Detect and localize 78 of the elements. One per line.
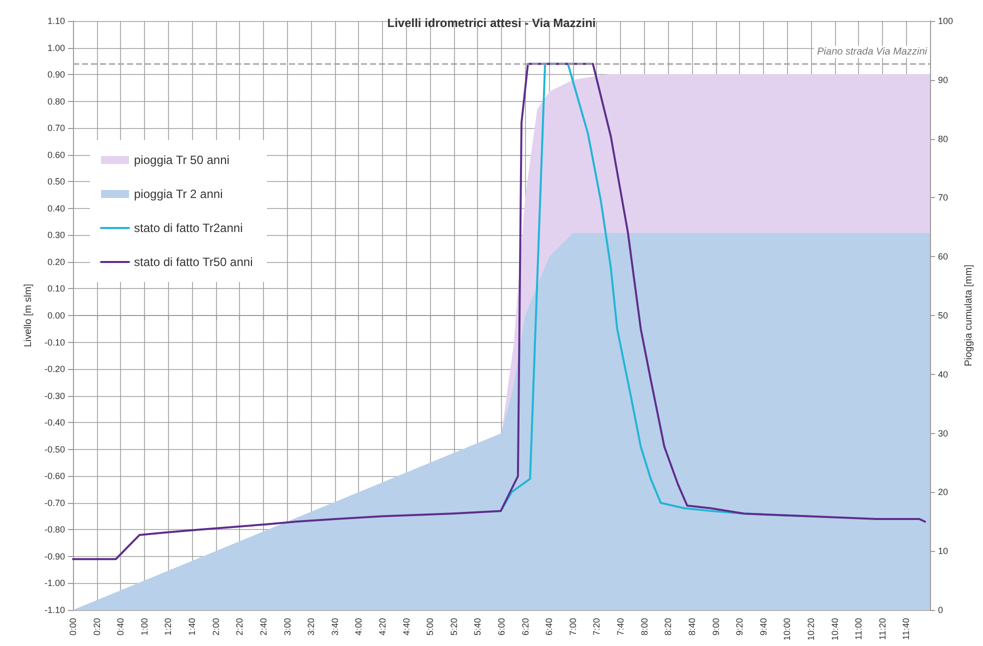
- x-tick-label: 8:00: [639, 618, 650, 636]
- chart-title: Livelli idrometrici attesi - Via Mazzini: [387, 16, 596, 30]
- y-tick-label: 0.10: [47, 284, 65, 294]
- y-tick-label: -0.10: [44, 337, 65, 348]
- x-tick-label: 11:00: [854, 618, 864, 640]
- x-tick-label: 4:40: [401, 618, 412, 636]
- x-tick-label: 8:40: [686, 618, 697, 636]
- y-tick-label: 0.00: [47, 310, 65, 320]
- y-tick-label: 0.50: [47, 176, 65, 187]
- x-tick-label: 4:20: [377, 618, 388, 636]
- x-tick-label: 1:00: [139, 618, 150, 636]
- x-tick-label: 6:00: [496, 618, 506, 636]
- x-tick-label: 9:40: [758, 618, 768, 636]
- x-tick-label: 6:20: [520, 618, 530, 636]
- y-tick-label: 0.30: [47, 230, 65, 240]
- x-tick-label: 6:40: [544, 618, 554, 636]
- x-tick-label: 3:40: [330, 618, 340, 636]
- y2-tick-label: 10: [938, 546, 948, 556]
- y2-tick-label: 20: [938, 487, 948, 498]
- y2-tick-label: 90: [938, 74, 948, 85]
- x-tick-label: 5:00: [425, 618, 436, 636]
- y-tick-label: 0.70: [47, 123, 65, 134]
- x-tick-label: 11:20: [877, 618, 888, 640]
- y2-tick-label: 0: [938, 605, 944, 615]
- x-tick-label: 2:20: [234, 618, 245, 636]
- x-tick-label: 11:40: [901, 618, 912, 640]
- x-tick-label: 3:20: [306, 618, 316, 636]
- legend-label: pioggia Tr 50 anni: [134, 153, 230, 167]
- x-tick-label: 9:20: [734, 618, 745, 636]
- legend-label: stato di fatto Tr50 anni: [134, 255, 253, 269]
- ref-line-label: Piano strada Via Mazzini: [817, 46, 928, 58]
- x-tick-label: 10:20: [806, 618, 816, 641]
- x-tick-label: 10:40: [830, 618, 840, 641]
- y-tick-label: 1.00: [47, 42, 65, 53]
- y-tick-label: 0.60: [47, 150, 65, 160]
- y2-axis-title: Pioggia cumulata [mm]: [964, 264, 974, 366]
- x-tick-label: 2:00: [210, 618, 221, 636]
- x-tick-label: 9:00: [710, 618, 721, 636]
- y-axis-title: Livello [m slm]: [23, 284, 34, 348]
- x-tick-label: 8:20: [663, 618, 674, 636]
- y-tick-label: 1.10: [47, 16, 65, 26]
- y2-tick-label: 70: [938, 192, 948, 203]
- y2-tick-label: 100: [938, 16, 954, 26]
- y2-tick-label: 30: [938, 428, 948, 438]
- y2-tick-label: 40: [938, 369, 948, 380]
- y-tick-label: 0.90: [47, 70, 65, 80]
- x-tick-label: 10:00: [782, 618, 792, 641]
- x-tick-label: 7:00: [568, 618, 578, 636]
- y-tick-label: -0.60: [44, 471, 65, 482]
- x-tick-label: 4:00: [354, 618, 364, 636]
- x-tick-label: 3:00: [282, 618, 292, 636]
- y-tick-label: 0.40: [47, 203, 65, 214]
- x-tick-label: 0:00: [68, 618, 78, 636]
- x-tick-label: 5:20: [448, 618, 459, 636]
- y2-tick-label: 50: [938, 310, 948, 320]
- x-tick-label: 0:40: [116, 618, 126, 636]
- y-tick-label: -0.50: [44, 444, 65, 454]
- y-tick-label: -1.10: [44, 605, 65, 615]
- y-tick-label: -1.00: [44, 578, 65, 588]
- x-tick-label: 7:20: [592, 618, 602, 636]
- y-tick-label: -0.90: [44, 551, 65, 562]
- y2-tick-label: 60: [938, 252, 948, 262]
- y-tick-label: -0.80: [44, 524, 65, 535]
- x-tick-label: 5:40: [472, 618, 483, 636]
- legend-label: stato di fatto Tr2anni: [134, 221, 243, 235]
- x-tick-label: 1:20: [163, 618, 174, 636]
- y-tick-label: 0.20: [47, 256, 65, 267]
- x-tick-label: 2:40: [258, 618, 268, 636]
- x-tick-label: 7:40: [616, 618, 626, 636]
- y-tick-label: -0.20: [44, 364, 65, 374]
- y2-tick-label: 80: [938, 134, 948, 144]
- legend-label: pioggia Tr 2 anni: [134, 187, 223, 201]
- y-tick-label: 0.80: [47, 96, 65, 106]
- y-tick-label: -0.70: [44, 498, 65, 508]
- y-tick-label: -0.40: [44, 418, 65, 428]
- x-tick-label: 1:40: [187, 618, 198, 636]
- y-tick-label: -0.30: [44, 390, 65, 401]
- x-tick-label: 0:20: [92, 618, 102, 636]
